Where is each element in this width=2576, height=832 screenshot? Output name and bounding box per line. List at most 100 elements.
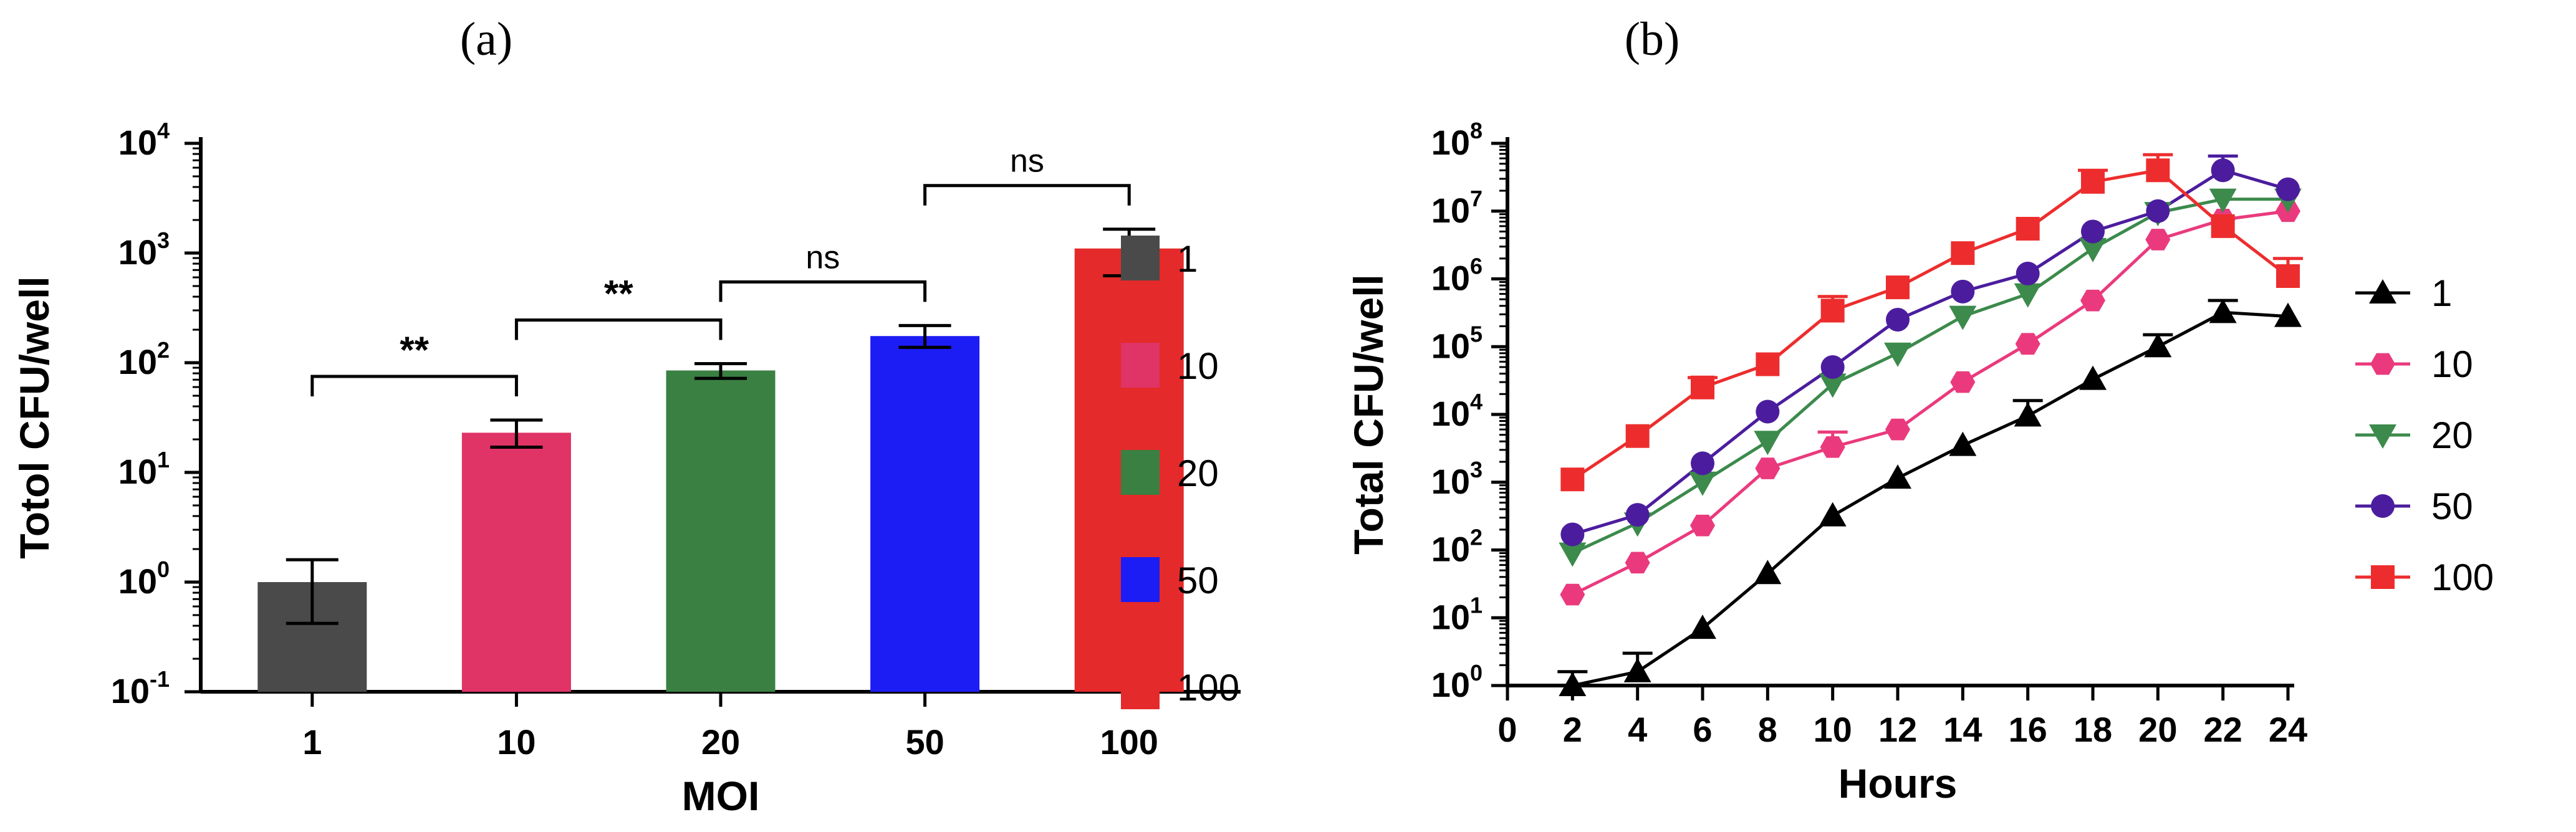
- data-point-10: [1560, 583, 1585, 606]
- panel-label-a: (a): [460, 13, 512, 65]
- x-axis-title: Hours: [1838, 760, 1958, 806]
- data-point-20: [1819, 373, 1847, 398]
- data-point-10: [1690, 514, 1715, 537]
- data-point-1: [2274, 302, 2302, 327]
- y-tick-label: 102: [118, 337, 170, 381]
- data-point-50: [1691, 451, 1714, 476]
- data-point-100: [2146, 158, 2170, 183]
- legend-swatch-1: [1121, 236, 1160, 280]
- x-tick-label: 2: [1563, 710, 1582, 749]
- x-tick-label: 20: [2138, 710, 2177, 749]
- x-tick-label: 8: [1758, 710, 1777, 749]
- data-point-10: [1755, 457, 1781, 479]
- data-point-50: [2146, 199, 2170, 223]
- y-tick-label: 103: [118, 227, 170, 272]
- legend-label: 100: [1177, 667, 1239, 709]
- y-tick-label: 107: [1431, 186, 1483, 230]
- x-axis-title: MOI: [682, 773, 760, 819]
- data-point-50: [2276, 177, 2300, 201]
- data-point-1: [2209, 299, 2237, 323]
- significance-bracket: [719, 280, 927, 302]
- legend-swatch-20: [1121, 450, 1160, 495]
- data-point-20: [2209, 188, 2237, 213]
- data-point-10: [1820, 436, 1845, 458]
- data-point-100: [1886, 275, 1910, 300]
- data-point-10: [1885, 418, 1910, 441]
- data-point-100: [2276, 264, 2300, 288]
- data-point-50: [1951, 279, 1975, 304]
- series-line-50: [1572, 168, 2289, 536]
- data-point-1: [1689, 614, 1716, 639]
- y-tick-label: 105: [1431, 321, 1483, 365]
- x-tick-label: 22: [2204, 710, 2242, 749]
- data-point-1: [1949, 431, 1977, 456]
- x-tick-label: 20: [701, 722, 740, 762]
- legend-swatch-10: [1121, 343, 1160, 388]
- legend-marker-20: [2369, 424, 2396, 449]
- data-point-10: [2015, 333, 2040, 355]
- panel-label-b: (b): [1625, 13, 1680, 65]
- x-tick-label: 100: [1100, 722, 1158, 762]
- bar-10: [461, 433, 571, 692]
- data-point-10: [1625, 552, 1650, 574]
- bar-50: [870, 336, 980, 692]
- y-tick-label: 101: [118, 447, 170, 491]
- significance-bracket: [514, 318, 723, 340]
- series-line-20: [1572, 198, 2288, 555]
- data-point-50: [2016, 261, 2040, 285]
- x-tick-label: 14: [1943, 710, 1982, 749]
- data-point-50: [2081, 219, 2105, 244]
- significance-label: ns: [805, 239, 840, 275]
- legend-label: 50: [1177, 560, 1219, 601]
- data-point-20: [2014, 283, 2042, 308]
- legend-marker-100: [2371, 565, 2395, 589]
- y-tick-label: 104: [118, 118, 170, 162]
- x-tick-label: 1: [302, 722, 322, 762]
- significance-label: **: [400, 329, 429, 371]
- y-tick-label: 103: [1431, 457, 1483, 501]
- y-tick-label: 106: [1431, 254, 1483, 298]
- series-line-100: [1571, 168, 2289, 481]
- legend-label: 10: [2431, 343, 2473, 385]
- x-tick-label: 24: [2269, 710, 2307, 749]
- data-point-100: [1625, 424, 1650, 448]
- significance-bracket: [310, 375, 518, 397]
- x-tick-label: 10: [497, 722, 536, 762]
- y-tick-label: 108: [1431, 118, 1483, 162]
- data-point-1: [1754, 560, 1782, 585]
- legend-label: 20: [2431, 414, 2473, 456]
- data-point-20: [2079, 237, 2107, 262]
- data-point-100: [2016, 216, 2040, 241]
- data-point-1: [2014, 402, 2042, 427]
- data-point-10: [1950, 371, 1976, 393]
- bar-20: [666, 370, 776, 692]
- data-point-20: [1689, 471, 1716, 496]
- significance-bracket: [923, 184, 1131, 206]
- data-point-50: [1756, 399, 1780, 424]
- x-tick-label: 6: [1693, 710, 1712, 749]
- data-point-1: [1884, 464, 1911, 489]
- legend-label: 10: [1177, 345, 1219, 387]
- data-point-100: [1951, 241, 1975, 265]
- data-point-1: [1559, 672, 1587, 696]
- data-point-1: [2079, 365, 2107, 390]
- data-point-100: [1560, 467, 1585, 492]
- x-tick-label: 16: [2009, 710, 2047, 749]
- data-point-100: [1691, 375, 1714, 399]
- x-tick-label: 12: [1878, 710, 1917, 749]
- legend-swatch-50: [1121, 557, 1160, 602]
- data-point-50: [2211, 158, 2235, 183]
- data-point-20: [1949, 305, 1977, 330]
- data-point-20: [1884, 342, 1911, 367]
- data-point-10: [2080, 289, 2105, 312]
- legend-label: 1: [1177, 238, 1198, 280]
- data-point-50: [1820, 355, 1845, 379]
- data-point-20: [1754, 431, 1782, 456]
- data-point-100: [1820, 299, 1845, 323]
- x-tick-label: 18: [2074, 710, 2112, 749]
- legend-swatch-100: [1121, 664, 1160, 709]
- data-point-50: [1886, 307, 1910, 332]
